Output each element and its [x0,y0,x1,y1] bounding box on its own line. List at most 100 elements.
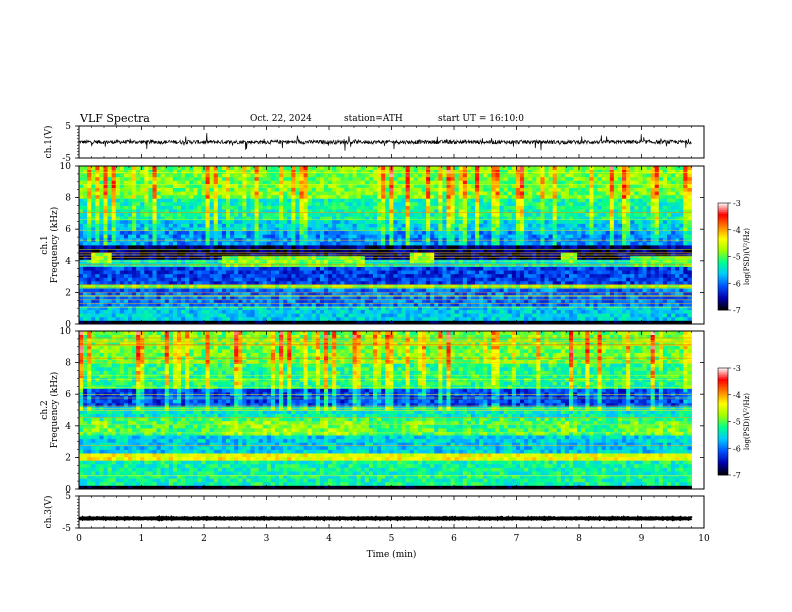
spectrogram-cell [168,180,174,185]
spectrogram-cell [242,270,247,275]
spectrogram-cell [311,280,317,285]
spectrogram-cell [303,209,309,214]
spectrogram-cell [385,198,390,203]
spectrogram-cell [156,298,162,303]
spectrogram-cell [177,173,182,178]
spectrogram-cell [450,219,456,224]
spectrogram-cell [123,176,129,181]
spectrogram-cell [385,187,390,192]
spectrogram-cell [511,227,517,232]
spectrogram-cell [111,245,117,249]
spectrogram-cell [381,230,386,235]
spectrogram-cell [381,205,386,210]
spectrogram-cell [221,223,227,228]
spectrogram-cell [230,216,235,221]
spectrogram-cell [83,291,88,296]
spectrogram-cell [479,230,484,235]
spectrogram-cell [95,245,100,249]
spectrogram-cell [217,298,223,303]
spectrogram-cell [434,194,439,199]
spectrogram-cell [291,176,296,181]
spectrogram-cell [413,209,419,214]
spectrogram-cell [348,277,353,282]
spectrogram-cell [83,320,88,325]
spectrogram-cell [181,223,186,228]
spectrogram-cell [79,173,84,178]
spectrogram-cell [119,194,125,199]
spectrogram-cell [91,173,96,178]
spectrogram-cell [238,309,243,314]
spectrogram-cell [360,316,366,321]
spectrogram-cell [79,219,84,224]
spectrogram-cell [217,234,223,239]
spectrogram-cell [373,298,378,303]
spectrogram-cell [95,198,100,203]
spectrogram-cell [405,320,411,325]
spectrogram-cell [160,277,166,282]
spectrogram-cell [336,166,341,170]
spectrogram-cell [140,237,145,242]
spectrogram-cell [279,245,284,249]
spectrogram-cell [291,219,296,224]
spectrogram-cell [205,230,211,235]
spectrogram-cell [144,205,149,210]
spectrogram-cell [115,183,121,188]
spectrogram-cell [483,270,488,275]
spectrogram-cell [91,313,96,318]
spectrogram-cell [299,216,304,221]
spectrogram-cell [250,173,255,178]
spectrogram-cell [324,191,329,196]
spectrogram-cell [115,169,121,174]
spectrogram-cell [172,205,178,210]
spectrogram-cell [164,216,170,221]
spectrogram-cell [409,316,415,321]
spectrogram-cell [417,309,423,314]
spectrogram-cell [471,245,476,249]
spectrogram-cell [360,277,366,282]
spectrogram-cell [140,291,145,296]
spectrogram-cell [385,255,390,260]
spectrogram-cell [442,241,447,246]
spectrogram-cell [307,291,313,296]
spectrogram-cell [426,219,431,224]
spectrogram-cell [401,277,407,282]
spectrogram-cell [446,173,451,178]
spectrogram-cell [446,248,451,253]
spectrogram-cell [458,270,464,275]
spectrogram-cell [152,209,157,214]
spectrogram-cell [503,252,509,257]
spectrogram-cell [458,309,464,314]
spectrogram-cell [230,173,235,178]
spectrogram-cell [507,219,513,224]
spectrogram-cell [217,223,223,228]
spectrogram-cell [197,277,202,282]
spectrogram-cell [91,266,96,271]
spectrogram-cell [397,169,402,174]
spectrogram-cell [250,252,255,257]
spectrogram-cell [328,237,333,242]
spectrogram-cell [324,248,329,253]
spectrogram-cell [79,223,84,228]
spectrogram-cell [405,270,411,275]
spectrogram-cell [360,266,366,271]
spectrogram-cell [205,280,211,285]
spectrogram-cell [242,227,247,232]
spectrogram-cell [507,313,513,318]
spectrogram-cell [275,198,280,203]
spectrogram-cell [466,227,472,232]
spectrogram-cell [401,198,407,203]
spectrogram-cell [364,166,370,170]
spectrogram-cell [499,252,505,257]
spectrogram-cell [160,291,166,296]
spectrogram-cell [295,248,300,253]
spectrogram-cell [275,209,280,214]
spectrogram-cell [217,191,223,196]
spectrogram-cell [160,187,166,192]
spectrogram-cell [87,270,92,275]
spectrogram-cell [344,191,349,196]
spectrogram-cell [168,320,174,325]
spectrogram-cell [511,313,517,318]
spectrogram-cell [177,288,182,293]
spectrogram-cell [254,280,260,285]
spectrogram-cell [319,187,325,192]
